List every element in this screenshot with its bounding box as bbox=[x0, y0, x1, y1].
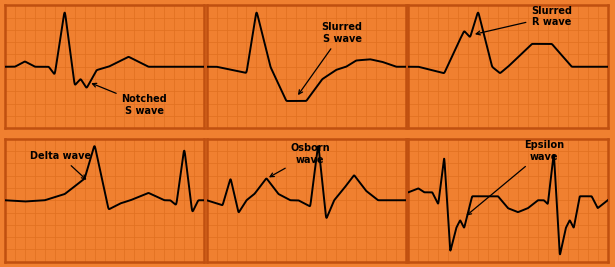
Text: Notched
S wave: Notched S wave bbox=[92, 83, 167, 116]
Text: Osborn
wave: Osborn wave bbox=[270, 143, 330, 177]
Text: Slurred
S wave: Slurred S wave bbox=[299, 22, 363, 94]
Text: Epsilon
wave: Epsilon wave bbox=[467, 140, 564, 215]
Text: Slurred
R wave: Slurred R wave bbox=[476, 6, 573, 35]
Text: Delta wave: Delta wave bbox=[30, 151, 91, 179]
